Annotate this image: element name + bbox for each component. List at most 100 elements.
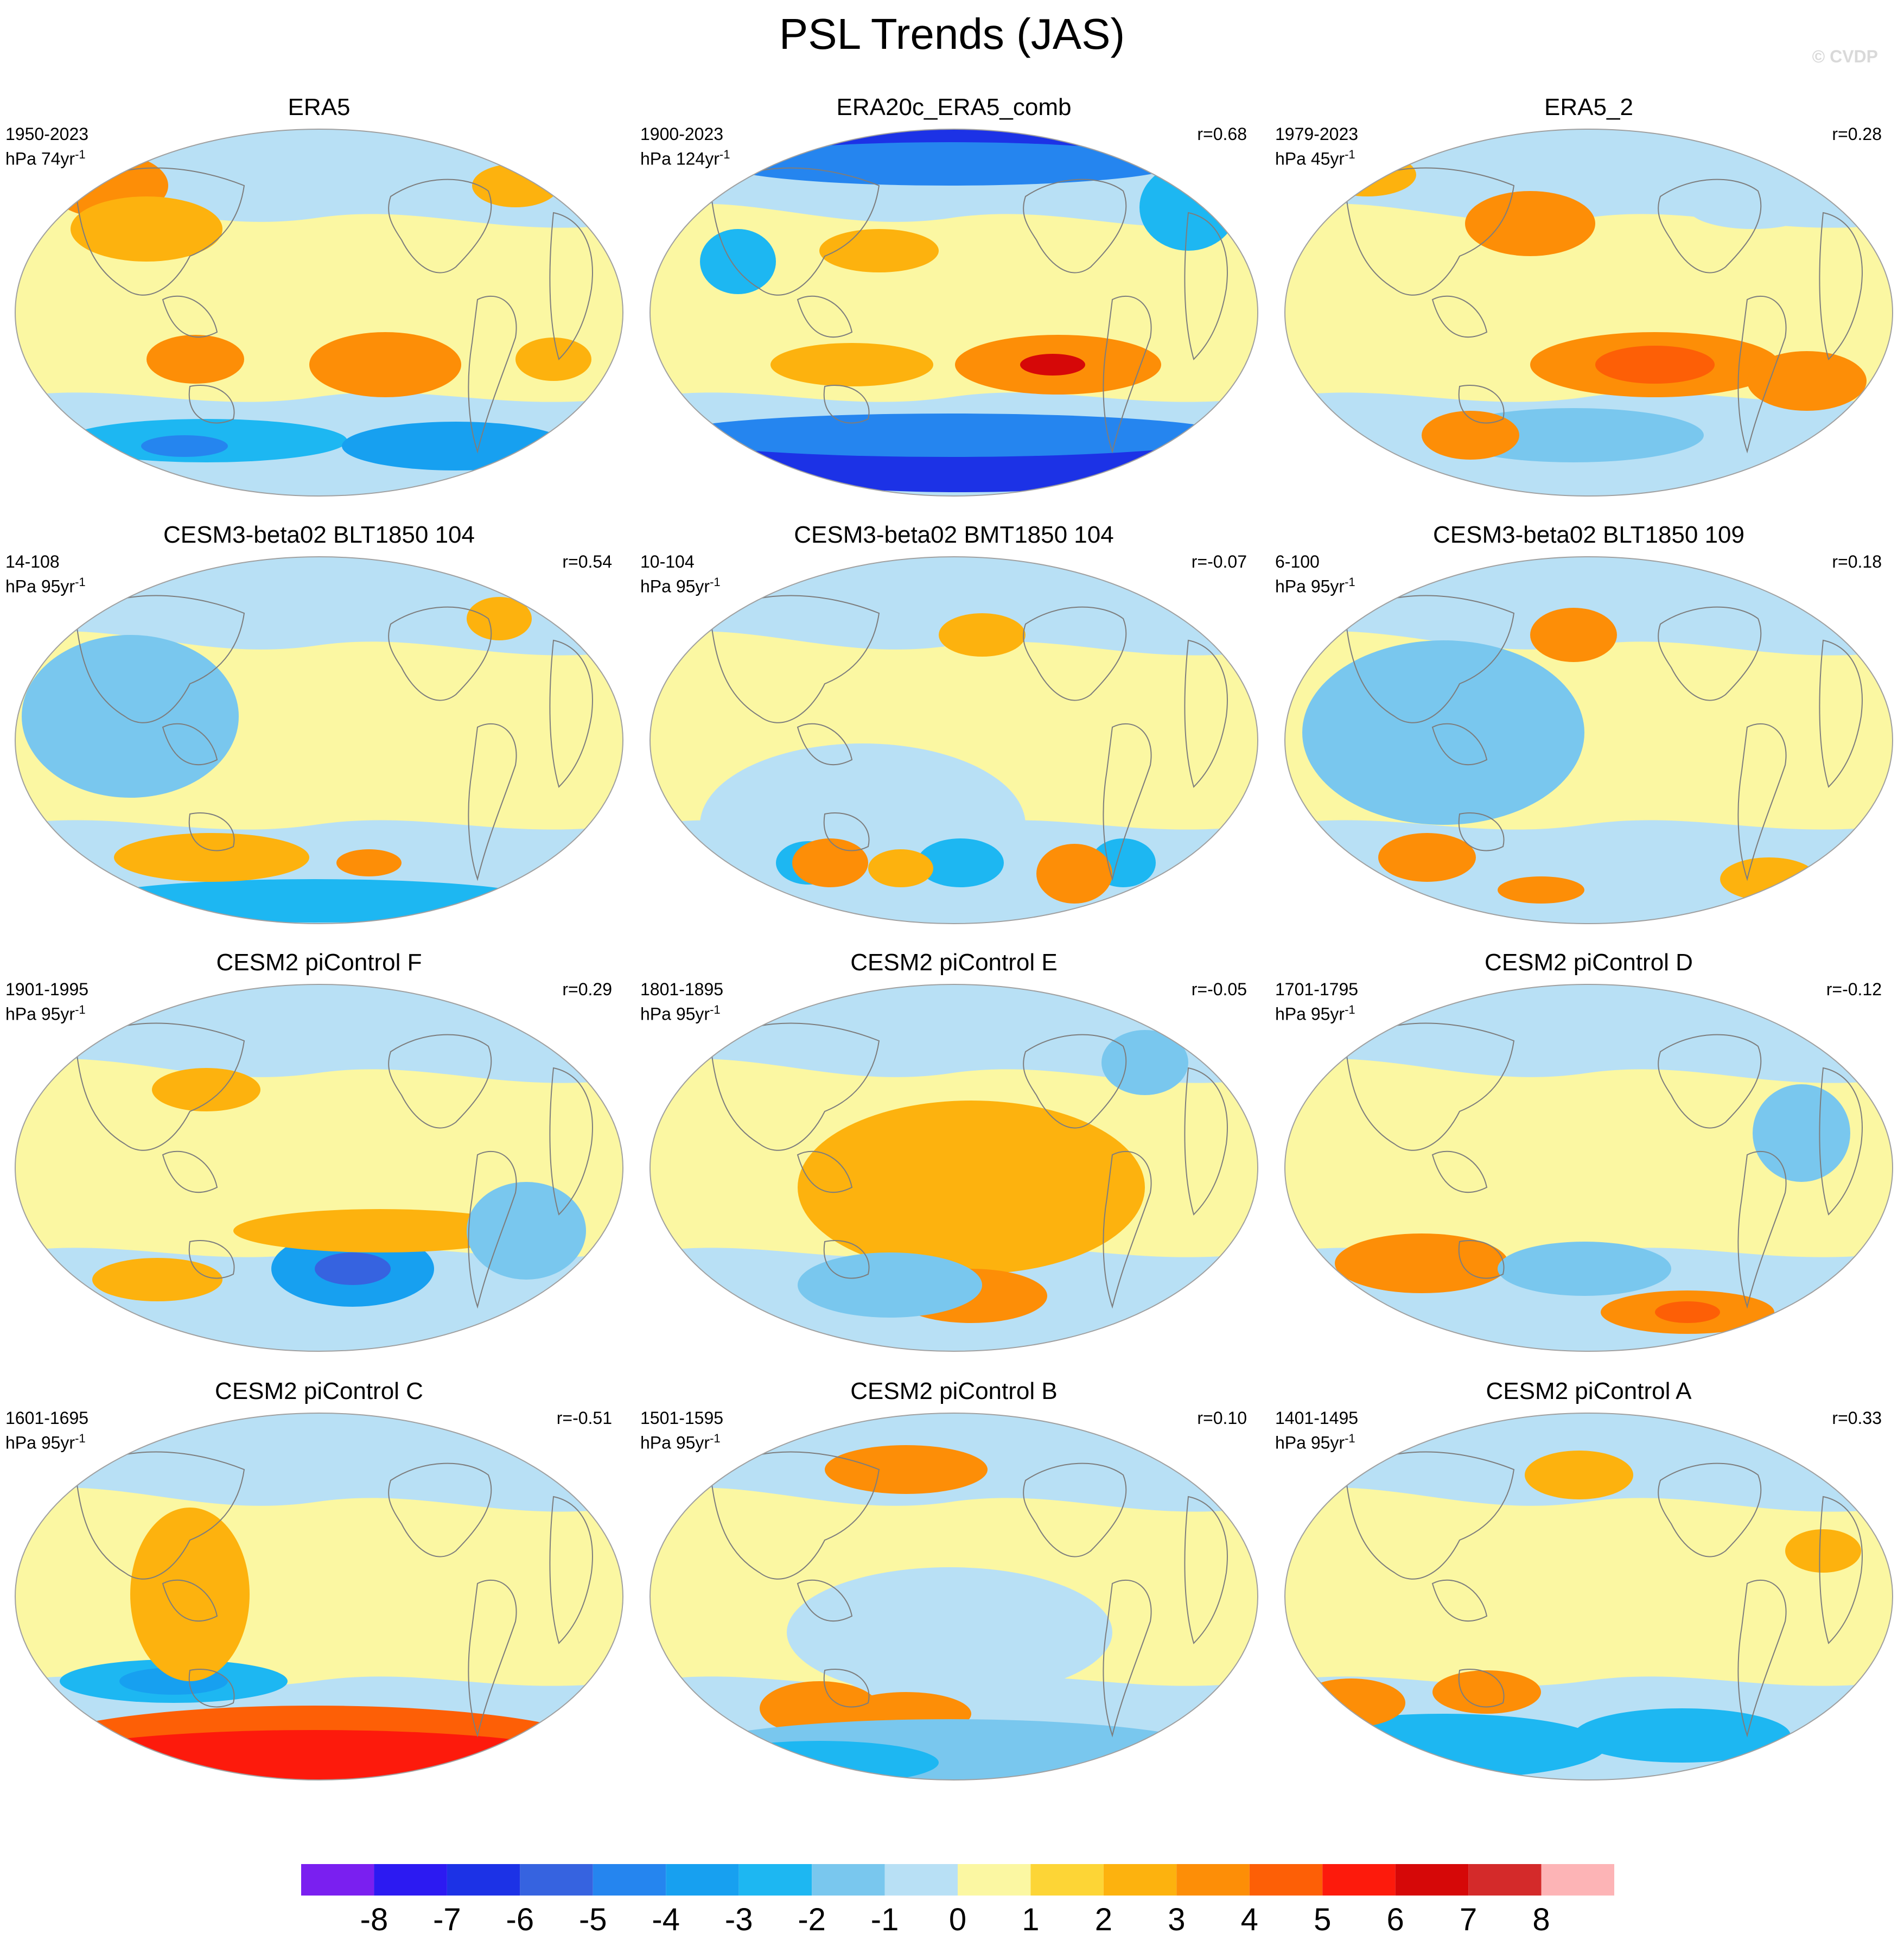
panel-units: hPa 95yr: [640, 1004, 710, 1024]
trend-contour: [667, 414, 1232, 457]
colorbar-tick-label: -5: [579, 1902, 607, 1937]
trend-contour: [939, 613, 1026, 657]
trend-contour: [1720, 857, 1818, 901]
trend-contour: [1753, 1084, 1850, 1182]
trend-contour: [798, 1101, 1145, 1274]
trend-contour: [1285, 1714, 1606, 1779]
map-panel: ERA5_2 1979-2023 hPa 45yr-1 r=0.28: [1274, 92, 1903, 521]
coastline: [1103, 723, 1152, 881]
trend-contour: [1655, 1301, 1720, 1323]
map-outline: [15, 556, 623, 924]
colorbar-swatch: [301, 1864, 374, 1896]
coastline: [1819, 639, 1863, 788]
trend-contour: [1574, 1708, 1791, 1763]
coastline: [162, 295, 218, 338]
colorbar-swatch: [884, 1864, 958, 1896]
trend-contour: [819, 229, 939, 272]
panel-period-units: 1801-1895 hPa 95yr-1: [640, 979, 723, 1025]
panel-period-units: 14-108 hPa 95yr-1: [5, 551, 86, 597]
panel-units-exponent: -1: [1345, 148, 1355, 161]
panel-period: 1950-2023: [5, 124, 89, 144]
panel-units-exponent: -1: [710, 1432, 721, 1445]
trend-contour: [228, 1432, 402, 1475]
coastline: [1458, 385, 1505, 424]
trend-map: [15, 129, 623, 497]
trend-contour: [1688, 186, 1818, 229]
trend-field: [1285, 1413, 1893, 1780]
coastline: [1658, 1462, 1762, 1557]
trend-contour: [309, 332, 461, 397]
coastline: [1458, 1669, 1505, 1708]
colorbar-tick-label: 1: [1022, 1902, 1039, 1937]
trend-field: [15, 1413, 623, 1780]
coastline: [710, 595, 880, 723]
panel-period: 10-104: [640, 552, 695, 571]
coastline: [549, 639, 593, 788]
trend-contour: [467, 1182, 586, 1280]
panel-correlation: r=0.54: [562, 552, 612, 571]
panel-period: 1901-1995: [5, 980, 89, 999]
trend-map: [649, 129, 1258, 497]
panel-units-exponent: -1: [710, 575, 721, 589]
map-panel: ERA20c_ERA5_comb 1900-2023 hPa 124yr-1 r=0.…: [639, 92, 1269, 521]
coastline: [1658, 606, 1762, 701]
trend-contour: [1319, 153, 1416, 196]
trend-contour: [787, 1567, 1112, 1697]
panel-units-exponent: -1: [710, 1003, 721, 1016]
panel-title: CESM3-beta02 BLT1850 109: [1433, 522, 1744, 548]
panel-units-exponent: -1: [75, 1432, 86, 1445]
trend-field: [650, 984, 1258, 1351]
panel-period: 1801-1895: [640, 980, 724, 999]
panel-period-units: 1900-2023 hPa 124yr-1: [640, 124, 730, 169]
map-outline: [1284, 129, 1893, 497]
trend-field: [1285, 984, 1893, 1351]
trend-contour: [152, 1068, 260, 1111]
trend-map: [1284, 1413, 1893, 1780]
trend-fill-region: [15, 1059, 623, 1257]
trend-field: [15, 129, 623, 496]
colorbar-swatch: [1322, 1864, 1396, 1896]
map-panel: CESM3-beta02 BMT1850 104 10-104 hPa 95yr-1…: [639, 520, 1269, 949]
trend-contour: [1297, 1678, 1405, 1727]
panel-units-exponent: -1: [75, 1003, 86, 1016]
panel-units-exponent: -1: [75, 575, 86, 589]
panel-period-units: 1979-2023 hPa 45yr-1: [1275, 124, 1358, 169]
trend-map: [649, 984, 1258, 1352]
trend-field: [650, 1413, 1258, 1780]
trend-map: [649, 556, 1258, 924]
panel-units: hPa 95yr: [5, 576, 75, 596]
coastline: [549, 1496, 593, 1644]
map-panel: CESM2 piControl E 1801-1895 hPa 95yr-1 r=-0…: [639, 947, 1269, 1376]
trend-fill-region: [1285, 1059, 1893, 1257]
coastline: [1431, 1150, 1488, 1193]
colorbar-swatch: [520, 1864, 593, 1896]
panel-correlation: r=0.29: [562, 980, 612, 999]
trend-map: [15, 1413, 623, 1780]
trend-contour: [1302, 640, 1584, 825]
coastline: [1023, 1462, 1127, 1557]
map-panel: CESM2 piControl F 1901-1995 hPa 95yr-1 r=0.…: [4, 947, 634, 1376]
panel-period-units: 1701-1795 hPa 95yr-1: [1275, 979, 1358, 1025]
colorbar: -8 -7 -6 -5 -4 -3 -2 -1 0 1 2 3 4 5 6 7 8: [301, 1864, 1614, 1937]
map-panel: ERA5 1950-2023 hPa 74yr-1: [4, 92, 634, 521]
coastline: [388, 1034, 492, 1129]
trend-contour: [1335, 1233, 1508, 1293]
panel-title: CESM3-beta02 BLT1850 104: [163, 522, 475, 548]
trend-contour: [700, 229, 776, 294]
panel-units: hPa 95yr: [1275, 576, 1345, 596]
coastline: [549, 212, 593, 360]
trend-map: [1284, 129, 1893, 497]
coastline: [1345, 167, 1515, 296]
panel-units: hPa 74yr: [5, 149, 75, 169]
trend-contour: [92, 1258, 222, 1301]
panel-correlation: r=0.28: [1832, 124, 1882, 144]
coastline: [710, 167, 880, 296]
trend-contour: [472, 164, 559, 207]
coastline: [75, 167, 245, 296]
coastline: [1737, 1150, 1787, 1309]
coastline: [162, 1579, 218, 1622]
trend-contour: [1378, 833, 1476, 882]
map-outline: [1284, 556, 1893, 924]
colorbar-swatch: [738, 1864, 812, 1896]
map-outline: [1284, 1413, 1893, 1780]
